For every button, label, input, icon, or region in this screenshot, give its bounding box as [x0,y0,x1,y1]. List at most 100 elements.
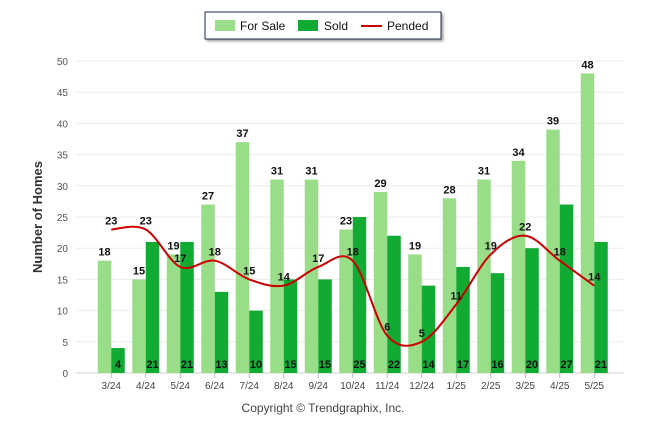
sold-bar [559,204,574,373]
y-axis-title: Number of Homes [30,161,45,273]
for-sale-bar [235,142,250,373]
sold-data-label: 21 [181,359,193,371]
legend: For Sale Sold Pended [204,11,442,40]
sold-data-label: 15 [319,359,331,371]
for-sale-data-label: 48 [581,59,593,71]
sold-data-label: 13 [215,359,227,371]
pended-data-label: 14 [278,272,291,284]
for-sale-data-label: 31 [305,166,317,178]
sold-data-label: 16 [491,359,503,371]
sold-bar [145,241,160,373]
sold-data-label: 22 [388,359,400,371]
sold-bar [214,291,229,373]
y-tick-label: 40 [57,119,69,130]
for-sale-data-label: 15 [133,265,145,277]
for-sale-data-label: 37 [236,128,248,140]
x-tick-label: 10/24 [340,381,365,392]
x-axis-ticks: 3/24 4/24 5/24 6/24 7/24 8/24 9/24 10/24 11/24 12… [102,373,605,392]
y-tick-label: 5 [62,338,68,349]
copyright-text: Copyright © Trendgraphix, Inc. [241,401,405,415]
for-sale-data-label: 19 [409,240,421,252]
x-tick-label: 2/25 [481,381,501,392]
x-tick-label: 5/25 [585,381,605,392]
for-sale-bar [408,254,422,373]
y-tick-label: 50 [57,57,69,68]
pended-data-label: 18 [347,247,359,259]
sold-data-label: 20 [526,359,538,371]
y-tick-label: 20 [57,244,69,255]
x-tick-label: 8/24 [274,381,294,392]
pended-line-path [111,225,595,347]
pended-data-label: 6 [384,322,390,334]
for-sale-data-label: 39 [547,116,559,128]
for-sale-bar [580,73,595,373]
x-tick-label: 3/25 [516,381,536,392]
y-tick-label: 25 [57,213,69,224]
for-sale-bar [304,179,319,373]
sold-bar [525,248,539,373]
sold-bar [594,241,608,373]
for-sale-bar [477,179,491,373]
for-sale-data-label: 29 [374,178,386,190]
sold-data-label: 25 [353,359,365,371]
for-sale-bar [132,279,146,373]
sold-bar [421,285,436,373]
for-sale-data-label: 18 [98,247,110,259]
pended-data-label: 5 [419,328,425,340]
bars [97,73,608,373]
legend-swatch [298,20,318,31]
for-sale-bar [373,192,388,373]
sold-bar [456,266,470,373]
y-tick-label: 30 [57,182,69,193]
y-tick-label: 10 [57,307,69,318]
sold-bar [318,279,332,373]
sold-data-label: 17 [457,359,469,371]
for-sale-data-label: 27 [202,191,214,203]
for-sale-bar [546,129,560,373]
sold-bar [490,273,505,373]
sold-bar [180,241,194,373]
sold-bar [111,348,125,373]
y-axis-ticks: 0 5 10 15 20 25 30 35 40 45 50 [57,57,69,380]
pended-data-label: 17 [312,253,324,265]
x-tick-label: 4/25 [550,381,570,392]
sold-data-label: 4 [115,359,122,371]
pended-data-label: 18 [209,247,221,259]
for-sale-data-label: 31 [478,166,490,178]
sold-data-label: 10 [250,359,262,371]
pended-data-label: 22 [519,222,531,234]
y-tick-label: 35 [57,151,69,162]
for-sale-bar [166,254,181,373]
sold-data-label: 21 [595,359,607,371]
sold-data-label: 27 [560,359,572,371]
pended-line [111,225,595,347]
y-tick-label: 45 [57,88,69,99]
for-sale-bar [442,198,457,373]
x-tick-label: 3/24 [102,381,122,392]
for-sale-data-label: 23 [340,215,352,227]
legend-label: Sold [324,19,348,33]
for-sale-bar [270,179,284,373]
pended-data-label: 23 [105,215,117,227]
legend-label: For Sale [240,19,286,33]
for-sale-data-label: 19 [167,240,179,252]
x-tick-label: 12/24 [409,381,434,392]
sold-bar [352,217,367,373]
pended-data-label: 14 [588,272,601,284]
x-tick-label: 6/24 [205,381,225,392]
pended-data-label: 15 [243,265,255,277]
x-tick-label: 9/24 [309,381,329,392]
sold-data-label: 21 [146,359,158,371]
for-sale-bar [201,204,215,373]
for-sale-data-label: 34 [512,147,525,159]
pended-data-label: 17 [174,253,186,265]
sold-bar [283,279,298,373]
y-tick-label: 15 [57,275,69,286]
x-tick-label: 4/24 [136,381,156,392]
pended-data-label: 19 [485,240,497,252]
data-labels: 18 4 23 15 21 23 19 21 17 27 13 18 37 10 15 31 15 14 31 15 1… [98,59,607,371]
x-tick-label: 5/24 [171,381,191,392]
x-tick-label: 11/24 [375,381,400,392]
